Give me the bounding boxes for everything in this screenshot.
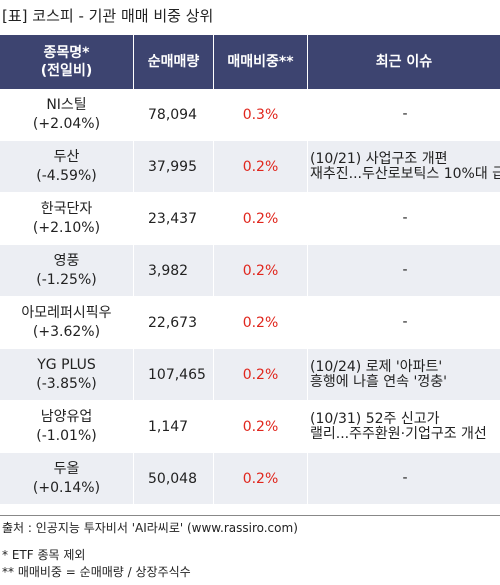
recent-issue: - — [308, 89, 500, 141]
recent-issue: (10/24) 로제 '아파트' 흥행에 나흘 연속 '껑충' — [308, 349, 500, 401]
stock-cell: 한국단자 (+2.10%) — [0, 193, 134, 245]
table-row: 두산 (-4.59%) 37,995 0.2% (10/21) 사업구조 개편 … — [0, 141, 500, 193]
trade-ratio: 0.2% — [214, 453, 308, 504]
stock-name: 영풍 — [53, 252, 80, 269]
stock-cell: YG PLUS (-3.85%) — [0, 349, 134, 401]
page-title: [표] 코스피 - 기관 매매 비중 상위 — [2, 7, 214, 25]
stock-name: 두산 — [53, 148, 80, 165]
stock-cell: NI스틸 (+2.04%) — [0, 89, 134, 141]
issue-line1: - — [402, 106, 408, 122]
issue-line1: (10/24) 로제 '아파트' — [310, 358, 443, 375]
issue-line1: - — [402, 262, 408, 278]
stock-name: 두올 — [53, 460, 80, 477]
stock-cell: 아모레퍼시픽우 (+3.62%) — [0, 297, 134, 349]
issue-line1: - — [402, 210, 408, 226]
stock-change: (+3.62%) — [32, 323, 101, 340]
trade-ratio: 0.2% — [214, 245, 308, 297]
stock-cell: 영풍 (-1.25%) — [0, 245, 134, 297]
table-row: 남양유업 (-1.01%) 1,147 0.2% (10/31) 52주 신고가… — [0, 401, 500, 453]
trade-ratio: 0.2% — [214, 297, 308, 349]
table-row: 한국단자 (+2.10%) 23,437 0.2% - — [0, 193, 500, 245]
issue-line2: 재추진...두산로보틱스 10%대 급 — [310, 165, 500, 182]
stock-name: YG PLUS — [37, 356, 96, 373]
stock-change: (+2.10%) — [32, 219, 101, 236]
net-volume: 23,437 — [134, 193, 214, 245]
issue-line1: - — [402, 470, 408, 486]
stock-name: 아모레퍼시픽우 — [21, 304, 112, 321]
stock-name: NI스틸 — [46, 96, 87, 113]
source-note: 출처 : 인공지능 투자비서 'AI라씨로' (www.rassiro.com) — [2, 521, 298, 535]
header-name-line1: 종목명* — [43, 45, 90, 61]
net-volume: 3,982 — [134, 245, 214, 297]
net-volume: 22,673 — [134, 297, 214, 349]
net-volume: 107,465 — [134, 349, 214, 401]
net-volume: 50,048 — [134, 453, 214, 504]
table-row: YG PLUS (-3.85%) 107,465 0.2% (10/24) 로제… — [0, 349, 500, 401]
header-name: 종목명* (전일비) — [0, 35, 134, 89]
recent-issue: (10/21) 사업구조 개편 재추진...두산로보틱스 10%대 급 — [308, 141, 500, 193]
recent-issue: - — [308, 453, 500, 504]
issue-line2: 랠리...주주환원·기업구조 개선 — [310, 425, 487, 442]
trade-ratio: 0.2% — [214, 141, 308, 193]
stock-change: (-1.25%) — [36, 271, 97, 288]
net-volume: 78,094 — [134, 89, 214, 141]
stock-cell: 두산 (-4.59%) — [0, 141, 134, 193]
stock-name: 한국단자 — [40, 200, 93, 217]
issue-line2: 흥행에 나흘 연속 '껑충' — [310, 373, 447, 390]
trade-ratio: 0.3% — [214, 89, 308, 141]
issue-line1: - — [402, 314, 408, 330]
table-row: 영풍 (-1.25%) 3,982 0.2% - — [0, 245, 500, 297]
recent-issue: - — [308, 245, 500, 297]
ranking-table: 종목명* (전일비) 순매매량 매매비중** 최근 이슈 NI스틸 (+2.04… — [0, 35, 500, 504]
recent-issue: - — [308, 193, 500, 245]
header-issue: 최근 이슈 — [308, 35, 500, 89]
header-ratio: 매매비중** — [214, 35, 308, 89]
issue-line1: (10/31) 52주 신고가 — [310, 410, 440, 427]
table-row: 두올 (+0.14%) 50,048 0.2% - — [0, 453, 500, 504]
stock-change: (-1.01%) — [36, 427, 97, 444]
stock-change: (-4.59%) — [36, 167, 97, 184]
stock-change: (+2.04%) — [32, 115, 101, 132]
trade-ratio: 0.2% — [214, 193, 308, 245]
table-row: 아모레퍼시픽우 (+3.62%) 22,673 0.2% - — [0, 297, 500, 349]
net-volume: 1,147 — [134, 401, 214, 453]
trade-ratio: 0.2% — [214, 349, 308, 401]
recent-issue: - — [308, 297, 500, 349]
stock-cell: 두올 (+0.14%) — [0, 453, 134, 504]
stock-change: (+0.14%) — [32, 479, 101, 496]
recent-issue: (10/31) 52주 신고가 랠리...주주환원·기업구조 개선 — [308, 401, 500, 453]
net-volume: 37,995 — [134, 141, 214, 193]
stock-cell: 남양유업 (-1.01%) — [0, 401, 134, 453]
header-row: 종목명* (전일비) 순매매량 매매비중** 최근 이슈 — [0, 35, 500, 89]
footnote-etf: * ETF 종목 제외 — [2, 548, 86, 562]
divider — [0, 515, 500, 516]
trade-ratio: 0.2% — [214, 401, 308, 453]
header-name-line2: (전일비) — [40, 63, 93, 79]
table-row: NI스틸 (+2.04%) 78,094 0.3% - — [0, 89, 500, 141]
stock-change: (-3.85%) — [36, 375, 97, 392]
footnote-ratio: ** 매매비중 = 순매매량 / 상장주식수 — [2, 565, 191, 579]
header-volume: 순매매량 — [134, 35, 214, 89]
issue-line1: (10/21) 사업구조 개편 — [310, 150, 448, 167]
stock-name: 남양유업 — [40, 408, 93, 425]
